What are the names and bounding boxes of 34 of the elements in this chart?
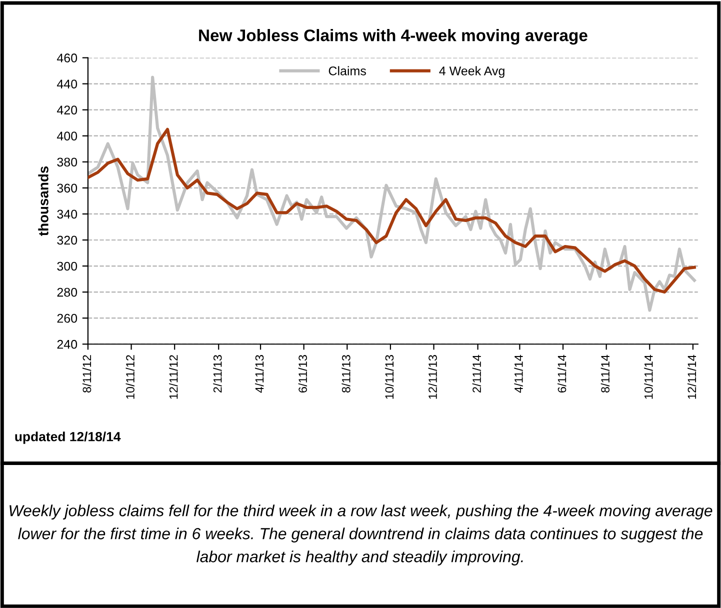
y-tick-label: 280 xyxy=(57,288,78,297)
x-tick-label: 8/11/13 xyxy=(342,355,350,393)
x-tick-label: 2/11/13 xyxy=(213,355,222,392)
x-tick-label: 2/11/14 xyxy=(472,354,481,392)
y-tick-label: 400 xyxy=(56,132,78,141)
x-tick-label: 6/11/13 xyxy=(298,355,307,392)
y-tick-label: 260 xyxy=(57,314,78,323)
y-tick-label: 360 xyxy=(57,184,78,193)
line-series xyxy=(88,128,696,294)
x-tick-label: 4/11/13 xyxy=(255,355,264,393)
x-tick-label: 10/11/14 xyxy=(644,354,653,399)
chart-title: New Jobless Claims with 4-week moving average xyxy=(199,29,588,45)
y-tick-label: 300 xyxy=(57,262,78,271)
legend-label: 4 Week Avg xyxy=(439,66,504,78)
x-tick-label: 12/11/14 xyxy=(687,354,696,399)
legend-label: Claims xyxy=(328,66,366,76)
x-tick-label: 10/11/12 xyxy=(126,355,134,399)
x-tick-label: 8/11/14 xyxy=(600,354,610,393)
y-tick-label: 460 xyxy=(56,54,78,62)
y-axis-title: thousands xyxy=(38,166,48,236)
y-tick-label: 420 xyxy=(56,106,78,114)
x-tick-label: 6/11/14 xyxy=(558,354,566,392)
y-tick-label: 380 xyxy=(57,158,78,167)
y-tick-label: 320 xyxy=(57,236,78,245)
y-tick-label: 340 xyxy=(57,210,78,219)
text: updated 12/18/14 xyxy=(15,432,121,444)
x-tick-label: 12/11/13 xyxy=(428,355,437,399)
text: Weekly jobless claims fell for the third week in a row last week, pushing the 4-week moving average lower for the first time in 6 weeks. The general downtrend in claims data continues to suggest the labor market is healthy and steadily improving. xyxy=(10,504,712,566)
x-tick-label: 12/11/12 xyxy=(169,355,178,399)
x-tick-label: 4/11/14 xyxy=(514,354,523,393)
x-tick-label: 8/11/12 xyxy=(82,355,92,393)
y-tick-label: 440 xyxy=(56,80,78,88)
x-tick-label: 10/11/13 xyxy=(384,355,394,399)
y-tick-label: 240 xyxy=(57,340,78,349)
